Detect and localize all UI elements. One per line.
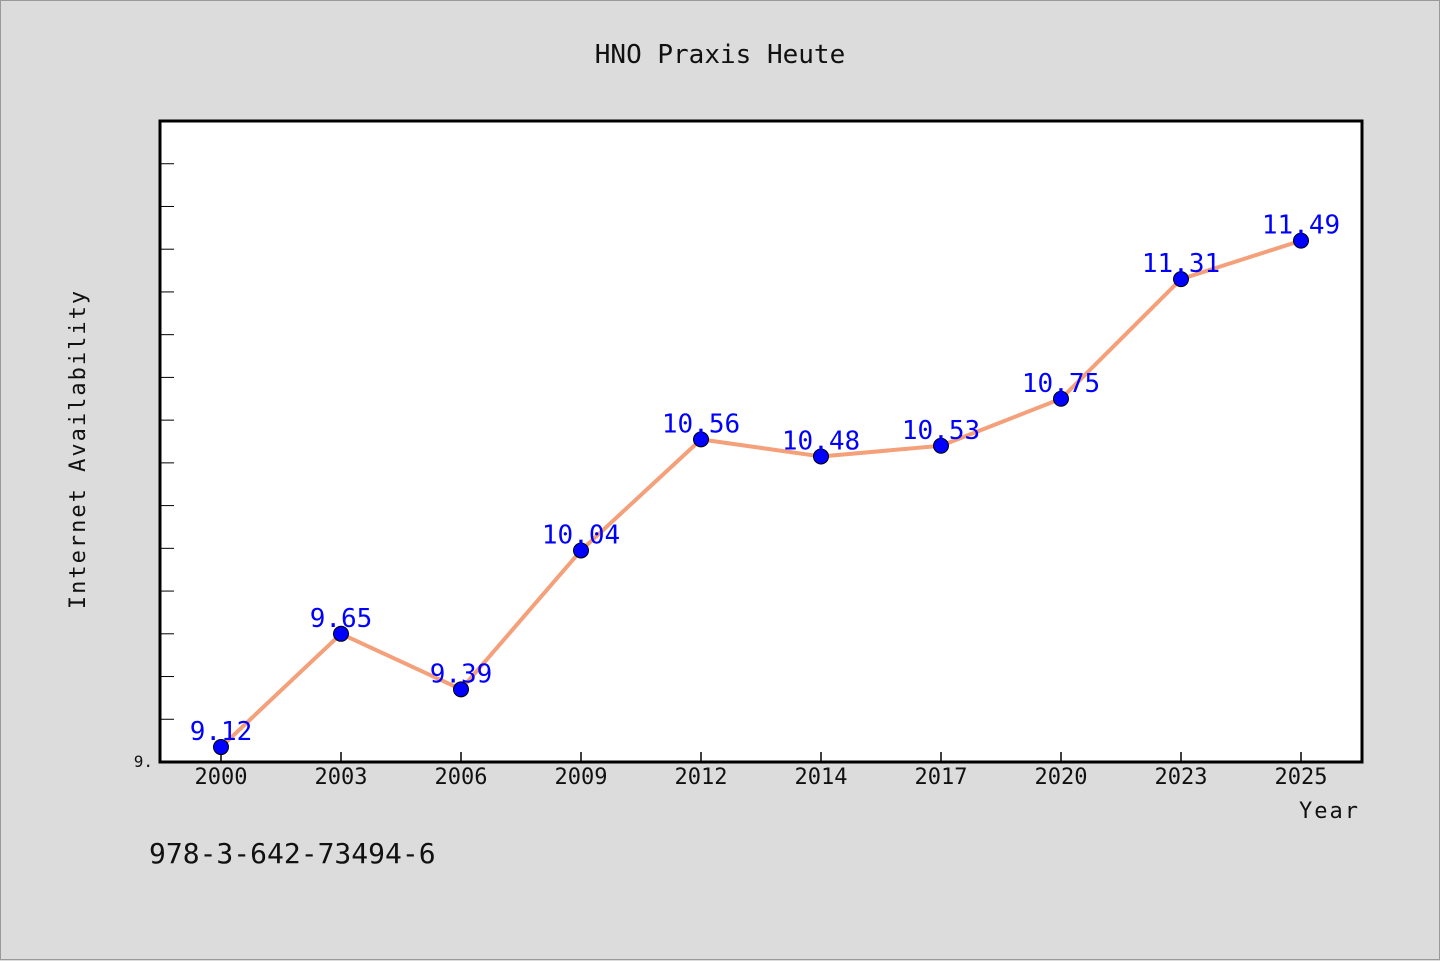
x-axis-label: Year	[1299, 799, 1360, 824]
x-tick-label: 2009	[555, 765, 608, 790]
data-label: 10.53	[902, 416, 980, 446]
isbn-footnote: 978-3-642-73494-6	[149, 837, 436, 870]
chart-title: HNO Praxis Heute	[595, 40, 845, 70]
x-tick-label: 2025	[1275, 765, 1328, 790]
x-tick-label: 2006	[435, 765, 488, 790]
data-point	[813, 448, 829, 465]
data-point	[213, 739, 229, 756]
y-tick-label: 9.	[134, 752, 153, 771]
data-point	[693, 431, 709, 448]
data-label: 10.48	[782, 426, 860, 456]
x-tick-label: 2000	[195, 765, 248, 790]
data-label: 9.12	[190, 717, 253, 747]
x-tick-label: 2014	[795, 765, 848, 790]
data-point	[1293, 232, 1309, 249]
data-label: 10.56	[662, 409, 740, 439]
data-point	[933, 437, 949, 454]
x-tick-label: 2020	[1035, 765, 1088, 790]
data-point	[333, 625, 349, 642]
data-label: 11.31	[1142, 249, 1220, 279]
data-label: 9.39	[430, 659, 493, 689]
data-label: 10.04	[542, 520, 620, 550]
data-point	[573, 542, 589, 559]
data-label: 9.65	[310, 604, 373, 634]
x-tick-label: 2012	[675, 765, 728, 790]
data-label: 10.75	[1022, 369, 1100, 399]
x-tick-label: 2017	[915, 765, 968, 790]
data-label: 11.49	[1262, 211, 1340, 241]
data-point	[453, 681, 469, 698]
y-axis-label: Internet Availability	[66, 289, 91, 609]
x-tick-label: 2023	[1155, 765, 1208, 790]
series-layer: 9.12 9.65 9.39 10.04 10.56 10.48 10.53 10.75 11.…	[190, 211, 1340, 756]
x-axis-ticks: 2000 2003 2006 2009 2012 2014 2017 2020 2023 2025	[195, 752, 1328, 790]
y-axis-ticks	[160, 163, 174, 720]
data-point	[1173, 271, 1189, 288]
series-line	[219, 238, 1303, 750]
plot-area	[158, 119, 1364, 764]
data-point	[1053, 390, 1069, 407]
x-tick-label: 2003	[315, 765, 368, 790]
